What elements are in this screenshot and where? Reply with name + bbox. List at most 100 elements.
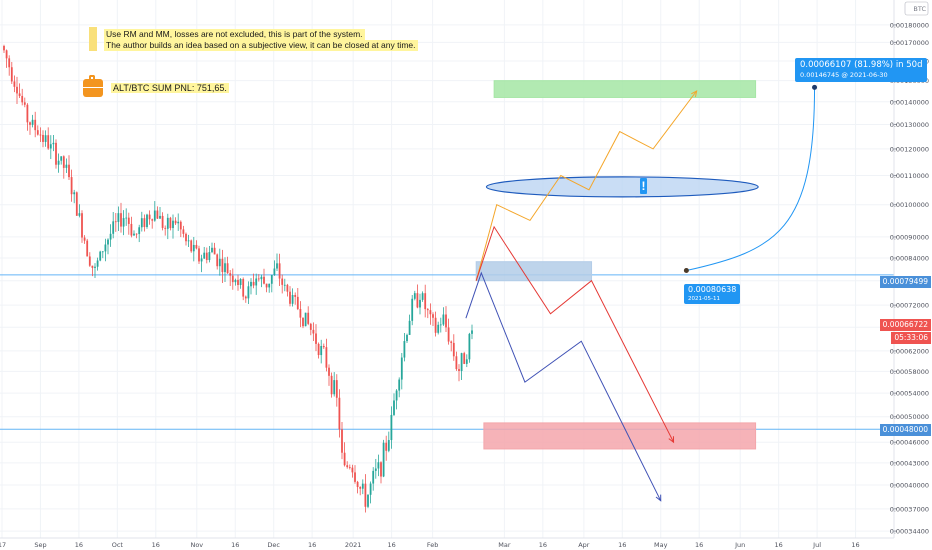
candle-body [289,291,291,304]
projection-start-dot [683,268,689,274]
time-tick-label: 16 [152,541,160,549]
candle-body [138,227,141,235]
projection-end-dot [812,84,818,90]
candle-body [309,323,312,330]
scenario-path [475,225,675,443]
candle-body [382,442,385,477]
level-lower-tag: 0.00048000 [879,424,931,436]
scenario-path [475,90,697,281]
horizontal-levels [0,274,894,430]
candle-body [465,359,468,364]
candle-body [320,346,323,356]
candle-body [23,102,26,105]
price-tick-label: 0.00120000 [890,145,929,153]
candle-body [164,227,167,229]
candle-body [315,333,317,344]
candle-body [151,219,154,221]
candle-body [278,263,281,279]
note-line-2: The author builds an idea based on a sub… [104,40,418,51]
candle-body [91,265,94,268]
candle-body [268,283,271,288]
candle-body [177,221,180,224]
candle-body [257,278,260,280]
candle-body [198,248,200,262]
candle-body [221,258,224,273]
price-tick-label: 0.00050000 [890,413,929,421]
pnl-badge: ALT/BTC SUM PNL: 751,65. [83,75,229,99]
candle-body [229,273,232,276]
candle-body [374,468,377,471]
price-tick-label: 0.00054000 [890,390,929,398]
price-tick-label: 0.00034400 [890,528,929,536]
candle-body [419,299,421,308]
candle-body [463,353,466,364]
target-main-text: 0.00066107 (81.98%) in 50d [800,60,923,70]
candle-body [208,252,211,261]
candle-body [52,142,55,145]
candle-body [328,367,330,376]
candle-body [60,156,63,161]
zone-box [475,261,593,282]
candle-body [18,93,21,96]
candle-body [361,483,364,489]
candle-body [99,251,102,261]
candle-body [296,296,299,310]
candle-body [281,278,284,285]
candle-body [78,213,81,216]
candle-body [153,210,156,221]
time-tick-label: 16 [75,541,83,549]
candle-body [393,400,395,415]
candle-body [62,156,65,168]
candle-body [338,397,341,430]
candle-body [130,223,133,236]
candle-body [203,252,206,259]
price-tick-label: 0.00100000 [890,201,929,209]
price-tick-label: 0.00084000 [890,255,929,263]
exclamation-marker[interactable]: ! [640,178,647,194]
candle-body [172,220,174,229]
time-tick-label: Nov [190,541,203,549]
candle-body [406,334,408,342]
note-marker [89,39,97,51]
time-tick-label: 2021 [345,541,362,549]
candle-body [109,233,112,240]
price-tick-label: 0.00043000 [890,459,929,467]
candle-body [445,314,447,328]
candle-body [325,347,328,368]
price-tick-label: 0.00140000 [890,98,929,106]
candle-body [156,210,159,219]
candle-body [3,46,5,51]
candle-body [385,442,388,451]
candle-body [452,342,455,357]
candle-body [47,135,50,149]
time-tick-label: Jul [812,541,821,549]
candle-body [260,276,263,280]
candle-body [291,294,294,304]
entry-callout[interactable]: 0.00080638 2021-05-11 [684,284,741,304]
candle-body [57,160,60,165]
candle-body [387,440,390,451]
candle-body [252,281,255,286]
pnl-label: ALT/BTC SUM PNL: 751,65. [111,83,229,93]
candle-body [439,324,442,326]
scenario-path [465,271,662,501]
zone-box [493,80,757,98]
candle-body [114,221,117,223]
candle-body [104,244,107,252]
candle-body [185,233,187,242]
candle-body [169,217,172,229]
candle-body [400,357,403,380]
candle-body [21,95,24,103]
target-sub-text: 0.00146745 @ 2021-06-30 [800,71,888,79]
target-callout[interactable]: 0.00066107 (81.98%) in 50d 0.00146745 @ … [795,58,928,82]
candle-body [242,279,245,297]
candle-body [44,135,47,142]
candle-body [146,214,148,228]
candle-body [187,240,190,242]
candle-body [143,218,146,228]
candle-body [335,380,338,398]
candle-body [429,310,432,315]
